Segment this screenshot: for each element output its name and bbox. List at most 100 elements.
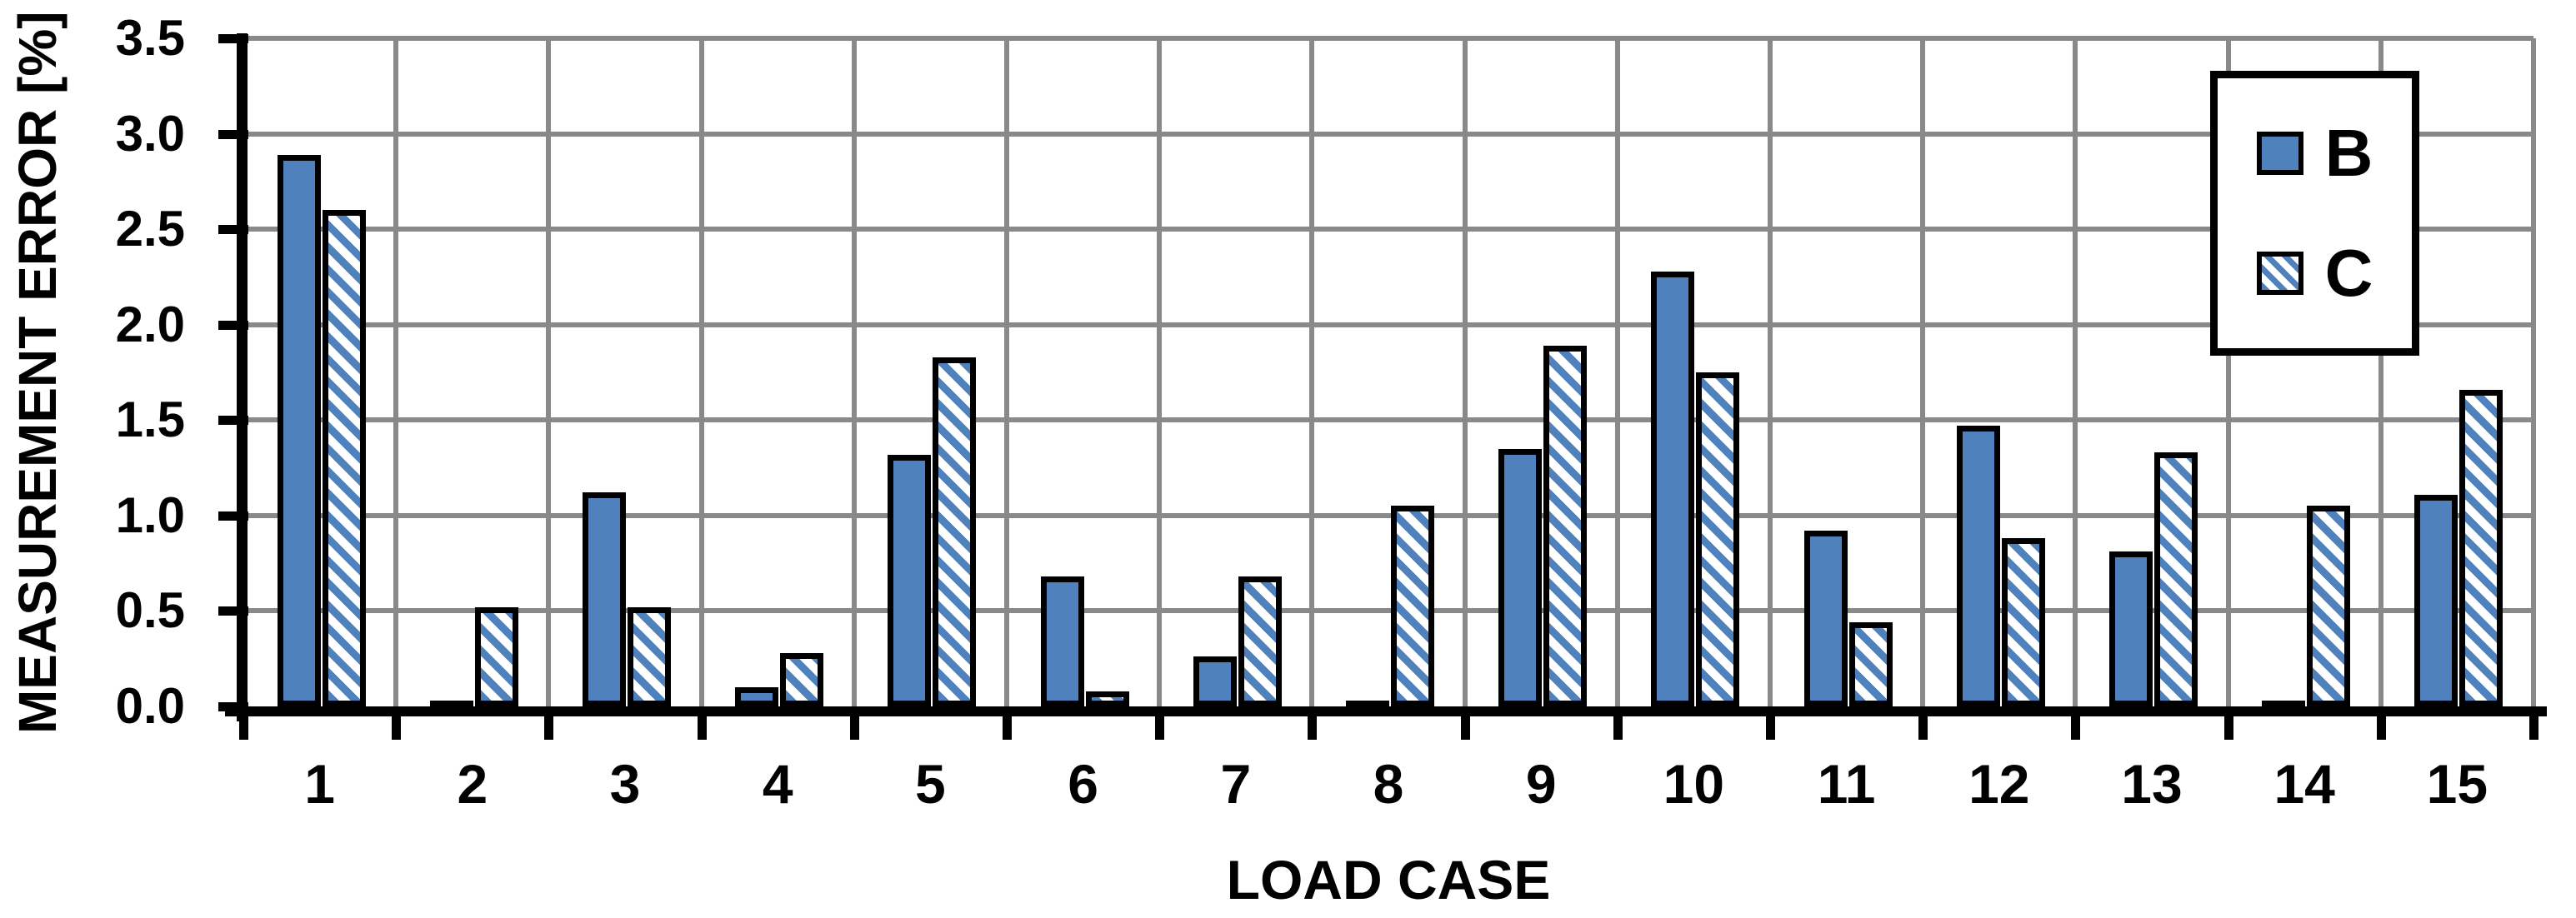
gridline-v-14 (2378, 38, 2383, 706)
bar-B-10 (1651, 272, 1695, 706)
bar-C-4 (780, 653, 824, 706)
x-tick-label-5: 5 (915, 753, 946, 815)
gridline-v-3 (698, 38, 704, 706)
gridline-h-3.0 (243, 131, 2533, 137)
legend-label-b: B (2324, 116, 2373, 190)
x-tick-8 (1460, 716, 1470, 740)
x-tick-10 (1766, 716, 1775, 740)
bar-C-5 (933, 357, 977, 706)
bar-B-4 (735, 687, 779, 706)
bar-B-3 (583, 492, 626, 706)
bar-C-3 (628, 607, 671, 706)
bar-C-6 (1085, 691, 1129, 706)
x-tick-6 (1155, 716, 1165, 740)
y-tick-label-1.5: 1.5 (115, 392, 185, 448)
x-tick-label-13: 13 (2121, 753, 2183, 815)
y-tick-0.0 (218, 702, 248, 711)
x-tick-label-14: 14 (2273, 753, 2335, 815)
gridline-h-0.5 (243, 608, 2533, 614)
gridline-v-11 (1920, 38, 1926, 706)
gridline-h-1.5 (243, 417, 2533, 423)
x-tick-12 (2071, 716, 2081, 740)
y-tick-1.5 (218, 416, 248, 426)
x-tick-9 (1613, 716, 1623, 740)
x-tick-3 (697, 716, 707, 740)
y-tick-label-3.5: 3.5 (115, 10, 185, 66)
bar-C-8 (1391, 506, 1434, 706)
bar-C-14 (2307, 506, 2351, 706)
x-tick-14 (2376, 716, 2386, 740)
x-axis-title: LOAD CASE (1226, 849, 1551, 911)
x-axis-line (225, 706, 2547, 716)
gridline-v-10 (1768, 38, 1773, 706)
legend: B C (2210, 71, 2419, 356)
legend-swatch-c (2256, 252, 2303, 295)
x-tick-1 (392, 716, 402, 740)
bar-B-5 (888, 455, 932, 706)
y-tick-2.0 (218, 320, 248, 330)
x-tick-label-7: 7 (1220, 753, 1252, 815)
bar-B-11 (1803, 531, 1848, 706)
bar-B-9 (1498, 449, 1543, 706)
gridline-v-15 (2531, 38, 2536, 706)
y-tick-label-3.0: 3.0 (115, 105, 185, 162)
gridline-h-2.0 (243, 322, 2533, 327)
x-tick-label-8: 8 (1373, 753, 1404, 815)
y-tick-label-0.0: 0.0 (115, 678, 185, 734)
legend-item-c: C (2218, 240, 2412, 307)
bar-B-12 (1956, 426, 2000, 706)
gridline-v-7 (1309, 38, 1315, 706)
bar-C-9 (1543, 346, 1588, 706)
y-tick-0.5 (218, 606, 248, 616)
bar-B-1 (277, 155, 321, 706)
x-tick-label-4: 4 (762, 753, 793, 815)
bar-C-15 (2459, 390, 2503, 706)
bar-B-6 (1040, 576, 1084, 706)
bar-B-15 (2414, 495, 2458, 706)
x-tick-13 (2223, 716, 2233, 740)
x-tick-label-2: 2 (457, 753, 488, 815)
bar-C-7 (1238, 576, 1282, 706)
x-tick-label-15: 15 (2426, 753, 2488, 815)
x-tick-2 (544, 716, 554, 740)
y-tick-3.5 (218, 34, 248, 43)
y-tick-1.0 (218, 511, 248, 521)
gridline-v-6 (1157, 38, 1163, 706)
y-axis-line (237, 33, 248, 721)
bar-C-2 (474, 607, 518, 706)
x-tick-label-6: 6 (1068, 753, 1098, 815)
gridline-v-12 (2073, 38, 2078, 706)
gridline-h-2.5 (243, 227, 2533, 232)
x-tick-15 (2529, 716, 2538, 740)
y-tick-label-0.5: 0.5 (115, 582, 185, 639)
bar-B-7 (1193, 656, 1237, 706)
x-tick-label-10: 10 (1663, 753, 1725, 815)
y-tick-2.5 (218, 225, 248, 235)
bar-C-13 (2154, 452, 2198, 706)
x-tick-label-12: 12 (1968, 753, 2030, 815)
gridline-v-8 (1462, 38, 1468, 706)
x-tick-label-3: 3 (609, 753, 641, 815)
gridline-v-9 (1614, 38, 1620, 706)
y-tick-label-2.5: 2.5 (115, 201, 185, 257)
legend-swatch-b (2256, 132, 2303, 175)
x-tick-label-11: 11 (1817, 753, 1876, 815)
x-tick-label-1: 1 (304, 753, 335, 815)
gridline-v-1 (393, 38, 399, 706)
bar-C-10 (1696, 372, 1740, 706)
x-tick-0 (239, 716, 248, 740)
gridline-v-2 (546, 38, 552, 706)
bar-C-1 (322, 210, 366, 706)
x-tick-5 (1003, 716, 1012, 740)
gridline-v-4 (851, 38, 857, 706)
bar-C-12 (2001, 538, 2045, 706)
x-tick-4 (849, 716, 859, 740)
x-tick-11 (1918, 716, 1928, 740)
gridline-v-13 (2225, 38, 2231, 706)
x-tick-label-9: 9 (1525, 753, 1557, 815)
legend-label-c: C (2324, 236, 2373, 310)
legend-item-b: B (2218, 120, 2412, 187)
gridline-h-1.0 (243, 512, 2533, 518)
y-tick-label-1.0: 1.0 (115, 486, 185, 543)
